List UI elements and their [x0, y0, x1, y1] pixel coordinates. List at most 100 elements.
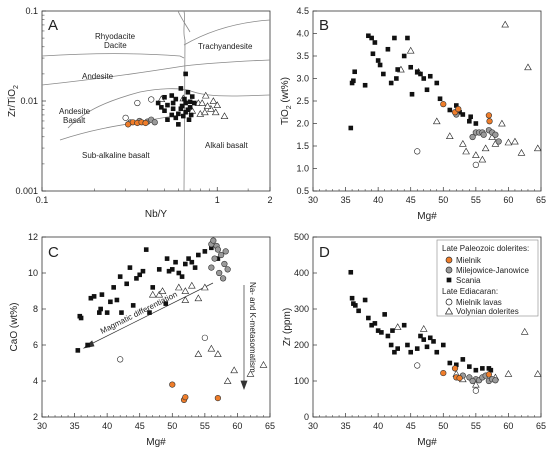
panel-c-point-milejowice-8 [216, 269, 223, 277]
field-label-andesite-basalt-1: Andesite [59, 107, 91, 116]
panel-b-point-scania-6 [369, 35, 374, 41]
panel-d-frame [312, 236, 542, 418]
panel-d-point-mielnik-lavas-0 [414, 362, 421, 369]
panel-d-point-mielnik-0 [440, 369, 447, 377]
panel-c-ytick-label-0: 2 [33, 412, 38, 422]
legend-group1-title: Late Paleozoic dolerites: [442, 244, 529, 253]
panel-d-ytick-label-5: 500 [294, 232, 309, 242]
panel-d-ytick-label-3: 300 [294, 304, 309, 314]
panel-a-point-scania-17 [176, 122, 181, 127]
panel-c-point-mielnik-lavas-1 [201, 334, 208, 341]
panel-c-point-scania-27 [169, 267, 175, 272]
panel-d-point-scania-0 [348, 269, 354, 275]
panel-b-point-mielnik-3 [485, 112, 492, 119]
panel-b-point-volynian-14 [517, 148, 526, 156]
panel-b-xtick-label-6: 60 [503, 195, 513, 205]
panel-d-point-scania-3 [353, 303, 358, 308]
panel-a-point-scania-23 [187, 105, 193, 110]
panel-a-point-scania-21 [169, 93, 175, 98]
panel-d-point-volynian-3 [472, 380, 480, 388]
panel-b-point-milejowice-8 [495, 138, 502, 145]
panel-b-ticks: 30 35 40 45 50 55 60 65 0.5 1.0 1.5 2.0 2.5 3.0 3.5 4.0… [296, 6, 546, 205]
panel-a-point-scania-18 [165, 117, 170, 122]
panel-c-point-volynian-4 [181, 296, 190, 303]
panel-c-point-scania-5 [91, 294, 97, 299]
panel-b-xtick-label-2: 40 [373, 195, 383, 205]
panel-c-point-scania-3 [85, 342, 90, 348]
panel-c-point-scania-39 [164, 256, 170, 261]
annotation-magmatic-differentiation: Magmatic differentiation [99, 290, 179, 336]
panel-b-point-volynian-17 [533, 144, 542, 152]
panel-c-point-scania-33 [202, 249, 208, 254]
boundary-andesite-trachyandesite [41, 59, 271, 86]
legend-label-volynian: Volynian dolerites [456, 307, 519, 316]
panel-c-point-scania-12 [114, 297, 120, 303]
panel-b-point-scania-12 [385, 46, 391, 52]
panel-a-xtick-label-1: 1 [215, 195, 220, 205]
panel-b-point-volynian-5 [459, 139, 467, 147]
panel-d-ylabel: Zr (ppm) [282, 308, 293, 346]
panel-b-ytick-label-4: 2.5 [296, 96, 309, 106]
panel-c-point-scania-23 [150, 285, 156, 290]
panel-c-frame [41, 236, 271, 418]
panel-a-point-scania-9 [183, 100, 188, 106]
panel-c-xtick-label-6: 60 [232, 421, 242, 431]
panel-a-point-scania-29 [180, 113, 186, 119]
panel-b-point-milejowice-9 [469, 133, 476, 141]
boundary-vertical-secondary [177, 10, 191, 33]
panel-d-ytick-label-1: 100 [294, 376, 309, 386]
panel-c-point-milejowice-7 [211, 255, 218, 262]
panel-d-point-volynian-6 [520, 327, 529, 335]
panel-c-point-volynian-13 [246, 369, 255, 377]
panel-c-point-volynian-10 [214, 350, 222, 357]
panel-a-point-volynian-11 [209, 97, 218, 104]
panel-b-point-scania-11 [381, 71, 386, 77]
field-label-andesite: Andesite [82, 72, 114, 81]
boundary-alkali-curve [183, 19, 271, 46]
panel-b-point-scania-3 [352, 69, 357, 75]
panel-d-point-scania-13 [388, 342, 394, 348]
panel-c-point-scania-20 [140, 268, 146, 274]
panel-d-point-scania-5 [362, 297, 368, 303]
panel-a-point-milejowice-4 [151, 119, 158, 126]
boundary-rhyodacite-andesite [41, 53, 185, 59]
panel-c-point-milejowice-10 [222, 248, 229, 255]
panel-b: B 30 35 40 45 50 55 60 65 0.5 1.0 1.5 2.0 2.5 3.0 3.5 4… [280, 6, 546, 222]
panel-b-point-scania-31 [468, 114, 473, 120]
panel-c-point-scania-31 [189, 259, 195, 265]
panel-c-point-mielnik-3 [214, 395, 221, 402]
legend-symbol-milejowice [445, 266, 453, 274]
panel-c-point-scania-17 [130, 303, 136, 308]
panel-a-ytick-label-0: 0.001 [15, 186, 38, 196]
panel-b-point-volynian-6 [462, 147, 470, 155]
panel-d-point-scania-18 [408, 349, 414, 355]
panel-a-point-scania-20 [155, 100, 161, 106]
panel-b-ytick-label-0: 0.5 [296, 186, 309, 196]
panel-c-point-volynian-12 [230, 366, 238, 374]
panel-b-point-volynian-18 [481, 144, 490, 152]
panel-c-point-scania-24 [156, 267, 162, 272]
panel-c-point-scania-15 [124, 281, 129, 287]
panel-b-point-scania-4 [362, 82, 368, 88]
panel-d-point-scania-30 [473, 367, 479, 373]
panel-d-point-scania-15 [395, 346, 400, 351]
panel-c-point-scania-13 [117, 274, 123, 279]
panel-d-ytick-label-4: 400 [294, 268, 309, 278]
panel-a-point-mielnik-4 [142, 119, 149, 127]
legend-symbol-mielnik-lavas [445, 298, 453, 306]
panel-a-point-scania-0 [159, 105, 164, 110]
panel-c-point-mielnik-lavas-0 [117, 356, 124, 363]
panel-c-xtick-label-0: 30 [37, 421, 47, 431]
panel-a-ytick-label-2: 0.1 [25, 6, 38, 16]
panel-d-point-mielnik-lavas-1 [472, 387, 479, 394]
panel-c-point-scania-14 [119, 310, 124, 315]
panel-d-point-milejowice-7 [492, 377, 499, 384]
panel-c-point-milejowice-5 [221, 260, 228, 268]
panel-a-point-scania-15 [189, 94, 195, 99]
panel-d-point-scania-25 [440, 342, 446, 348]
panel-a-point-volynian-12 [203, 102, 212, 109]
panel-d-ticks: 30 35 40 45 50 55 60 65 0 100 200 300 400 500 [294, 232, 546, 431]
panel-c-point-volynian-11 [223, 377, 232, 384]
panel-d-point-scania-35 [424, 344, 430, 350]
panel-a-point-scania-4 [170, 100, 176, 106]
